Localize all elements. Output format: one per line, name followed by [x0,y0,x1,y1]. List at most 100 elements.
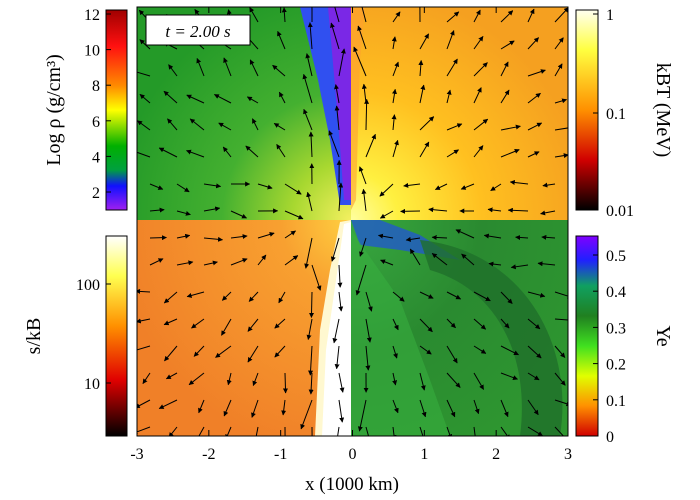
velocity-arrow [163,318,178,326]
ye-colorbar [575,235,599,437]
velocity-arrow [137,426,151,435]
velocity-arrow [379,183,394,197]
velocity-arrow [554,318,568,321]
velocity-arrow [278,91,286,104]
colorbar-tick-label: 0.01 [606,203,634,220]
velocity-arrow [338,372,345,393]
velocity-arrow [554,125,568,131]
velocity-arrow [284,230,296,239]
colorbar-tick-label: 0 [606,429,614,446]
velocity-arrow [226,372,232,386]
velocity-arrow [249,59,259,77]
velocity-arrow [446,291,462,300]
velocity-arrow [490,183,502,192]
velocity-arrow [246,96,259,104]
velocity-arrow [252,372,259,387]
velocity-arrow [527,345,542,359]
velocity-arrow [446,149,459,158]
colorbar-tick-label: 6 [92,114,100,131]
velocity-arrow [328,130,340,158]
velocity-arrow [554,37,564,50]
velocity-arrow [307,22,313,50]
velocity-arrow [308,131,314,158]
velocity-arrow [186,94,205,104]
velocity-arrow [403,182,421,188]
velocity-arrow [189,118,205,131]
velocity-arrow [509,179,529,185]
velocity-arrow [222,146,232,158]
velocity-arrow [377,233,394,239]
velocity-arrow [149,207,165,213]
velocity-arrow [409,248,421,266]
entropy-ticks: 100 10 [76,277,111,393]
velocity-arrow [137,345,151,351]
colorbar-tick-label: 0.3 [606,320,626,337]
velocity-arrow [419,141,430,158]
velocity-arrow [203,183,222,189]
velocity-arrow [419,84,426,104]
velocity-arrow [176,210,191,216]
velocity-arrow [257,232,275,239]
velocity-arrow [537,261,556,267]
velocity-arrow [527,426,544,436]
velocity-arrow [278,291,286,304]
velocity-arrow [149,183,164,190]
density-colorbar-label: Log ρ (g/cm³) [43,54,65,166]
velocity-arrow [500,291,513,304]
velocity-arrow [554,399,568,407]
velocity-arrow [446,30,455,50]
velocity-arrow [392,318,399,331]
velocity-arrow [186,149,205,158]
velocity-arrow [223,399,232,417]
velocity-arrow [446,372,461,388]
velocity-arrow [334,7,340,23]
x-axis-ticks: -3 -2 -1 0 1 2 3 [130,7,572,463]
velocity-arrow [542,182,556,188]
velocity-arrow [213,94,232,104]
ye-dark-shell [420,240,563,436]
velocity-arrow [541,234,556,240]
velocity-arrow [392,88,397,104]
velocity-arrow [500,10,514,23]
velocity-arrow [274,345,286,358]
velocity-arrow [554,372,566,386]
velocity-arrow [358,166,367,185]
entropy-colorbar-label: s/kB [23,318,45,355]
velocity-arrow [365,133,376,158]
velocity-arrow [245,145,259,158]
velocity-arrow [488,261,502,267]
entropy-panel [137,220,351,436]
velocity-arrow [473,426,476,436]
velocity-arrow [137,69,151,77]
velocity-arrow [483,233,502,239]
colorbar-tick-label: 0.4 [606,284,626,301]
velocity-arrow [311,264,322,291]
velocity-arrow [554,63,563,77]
velocity-arrow [357,399,367,432]
velocity-arrow [137,120,151,131]
x-tick-label: -3 [130,446,143,463]
velocity-arrow [446,89,452,104]
velocity-arrow [257,183,273,190]
velocity-arrow [230,234,248,240]
velocity-arrow [334,84,340,104]
velocity-arrow [500,89,510,104]
velocity-arrow [527,291,546,298]
velocity-arrow [446,58,458,77]
velocity-arrow [473,9,481,23]
velocity-arrow [380,259,394,266]
velocity-arrow [176,183,190,193]
colorbar-tick-label: 10 [84,376,100,393]
velocity-arrow [473,318,487,330]
velocity-arrow [461,253,475,266]
velocity-arrow [473,291,491,302]
temperature-colorbar [575,9,599,211]
velocity-arrow [149,258,164,266]
velocity-arrow [221,318,232,336]
velocity-arrow [168,64,178,77]
temperature-ticks: 1 0.1 0.01 [593,7,634,220]
velocity-arrow [139,93,151,104]
velocity-arrow [334,105,340,131]
velocity-arrow [215,345,232,358]
velocity-arrow [365,291,373,312]
